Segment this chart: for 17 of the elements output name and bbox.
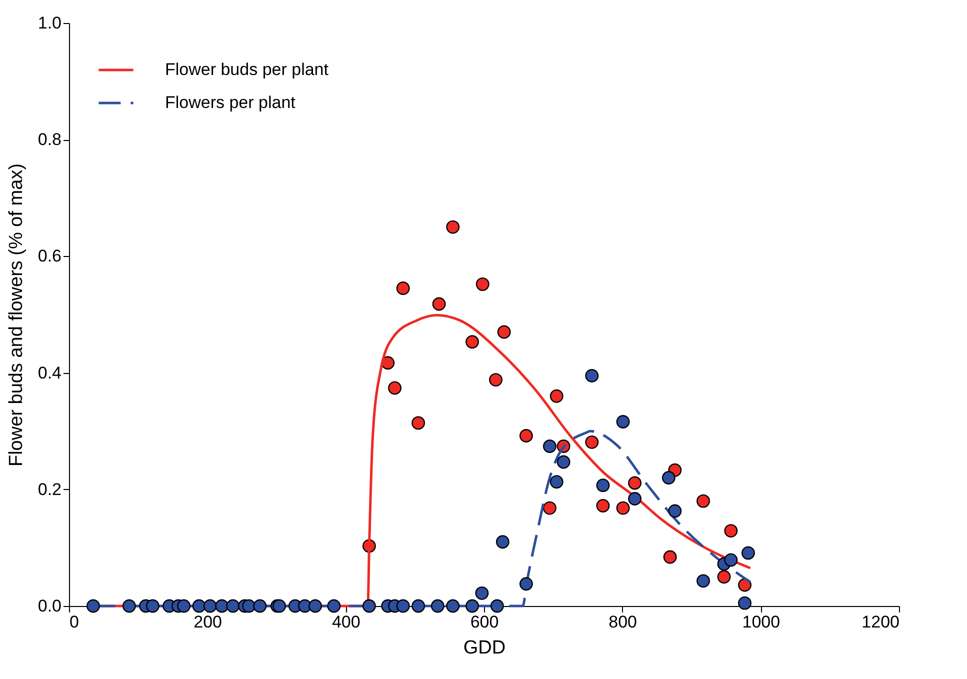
x-tick-label: 800 xyxy=(608,612,638,632)
y-tick-label: 0.6 xyxy=(38,246,62,266)
y-tick-label: 0.0 xyxy=(38,596,62,616)
x-axis-title: GDD xyxy=(463,638,506,658)
x-tick-label: 1000 xyxy=(742,612,780,632)
legend-label: Flower buds per plant xyxy=(165,60,329,79)
x-tick-label: 0 xyxy=(70,612,79,632)
y-axis-title: Flower buds and flowers (% of max) xyxy=(6,163,27,467)
y-tick-label: 1.0 xyxy=(38,14,62,32)
x-tick-label: 600 xyxy=(470,612,499,632)
legend-label: Flowers per plant xyxy=(165,93,296,112)
x-tick-label: 1200 xyxy=(862,612,900,632)
x-tick-label: 400 xyxy=(332,612,360,632)
x-tick-label: 200 xyxy=(194,612,222,632)
y-tick-label: 0.2 xyxy=(38,480,62,499)
y-tick-label: 0.8 xyxy=(38,130,62,150)
y-tick-label: 0.4 xyxy=(38,363,62,382)
